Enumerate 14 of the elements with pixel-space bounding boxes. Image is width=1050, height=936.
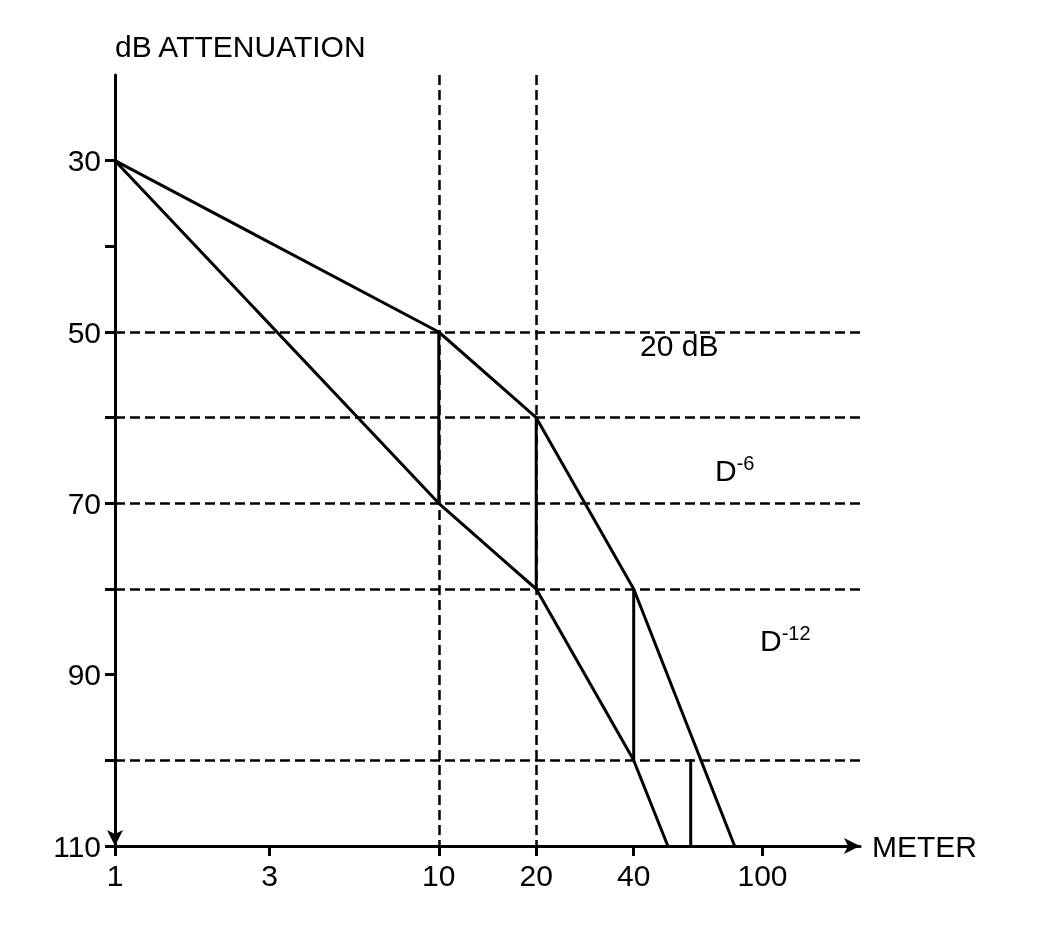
x-tick-label: 40	[617, 858, 651, 892]
x-axis-title: METER	[872, 829, 977, 863]
x-tick-label: 10	[422, 858, 456, 892]
y-tick-label: 90	[67, 658, 101, 692]
x-tick-label: 100	[737, 858, 788, 892]
annotation: 20 dB	[640, 328, 719, 362]
y-tick-label: 30	[67, 144, 101, 178]
y-tick-label: 50	[67, 315, 101, 349]
y-tick-label: 70	[67, 486, 101, 520]
x-tick-label: 3	[261, 858, 278, 892]
y-tick-label: 110	[53, 829, 101, 863]
x-tick-label: 1	[106, 858, 124, 892]
y-axis-title: dB ATTENUATION	[115, 29, 366, 63]
x-tick-label: 20	[519, 858, 553, 892]
